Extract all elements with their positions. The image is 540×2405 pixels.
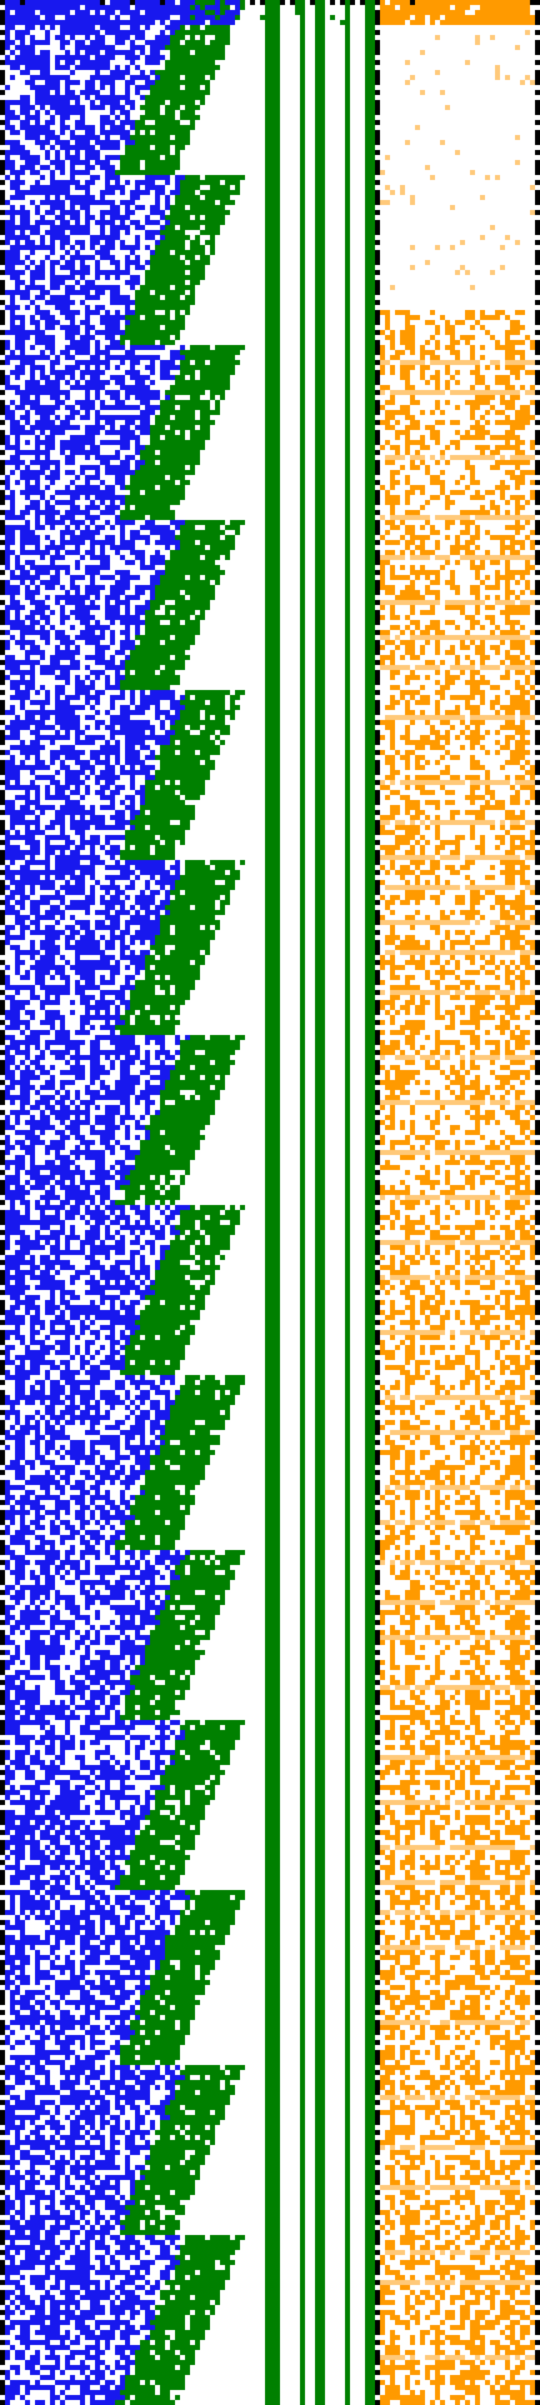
sparse-matrix-heatmap xyxy=(0,0,540,2405)
